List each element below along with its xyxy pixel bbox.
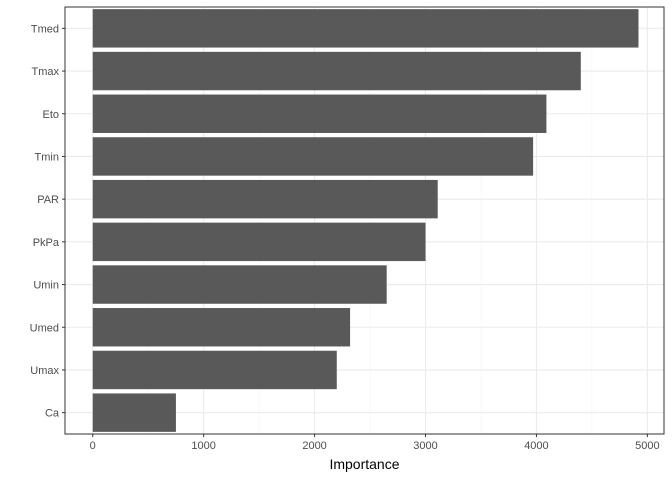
bar-ca <box>92 393 176 432</box>
y-tick-label: Eto <box>42 109 59 121</box>
x-tick-label: 3000 <box>413 440 437 452</box>
x-axis: 0 1000 2000 3000 4000 5000 <box>90 434 660 452</box>
bar-umin <box>92 265 387 304</box>
y-tick-label: Umax <box>30 365 59 377</box>
y-tick-label: PAR <box>37 194 59 206</box>
bar-eto <box>92 94 547 133</box>
x-tick-label: 0 <box>90 440 96 452</box>
y-tick-label: Tmax <box>32 66 60 78</box>
bar-tmax <box>92 51 581 91</box>
y-tick-label: Tmed <box>31 23 59 35</box>
bar-tmed <box>92 9 639 48</box>
bars <box>92 9 639 432</box>
y-tick-label: Ca <box>45 408 60 420</box>
x-tick-label: 4000 <box>524 440 548 452</box>
y-tick-label: Umin <box>33 280 59 292</box>
bar-pkpa <box>92 222 426 262</box>
x-tick-label: 5000 <box>635 440 659 452</box>
bar-par <box>92 179 438 219</box>
y-tick-label: Tmin <box>35 151 59 163</box>
bar-umax <box>92 350 337 390</box>
x-axis-title: Importance <box>329 456 399 472</box>
x-tick-label: 2000 <box>302 440 326 452</box>
y-axis: Tmed Tmax Eto Tmin PAR PkPa Umin Umed Umax Ca <box>30 23 65 420</box>
y-tick-label: PkPa <box>33 237 60 249</box>
x-tick-label: 1000 <box>191 440 215 452</box>
bar-tmin <box>92 137 534 176</box>
bar-umed <box>92 308 351 347</box>
panel-border <box>64 6 665 435</box>
y-tick-label: Umed <box>30 322 59 334</box>
